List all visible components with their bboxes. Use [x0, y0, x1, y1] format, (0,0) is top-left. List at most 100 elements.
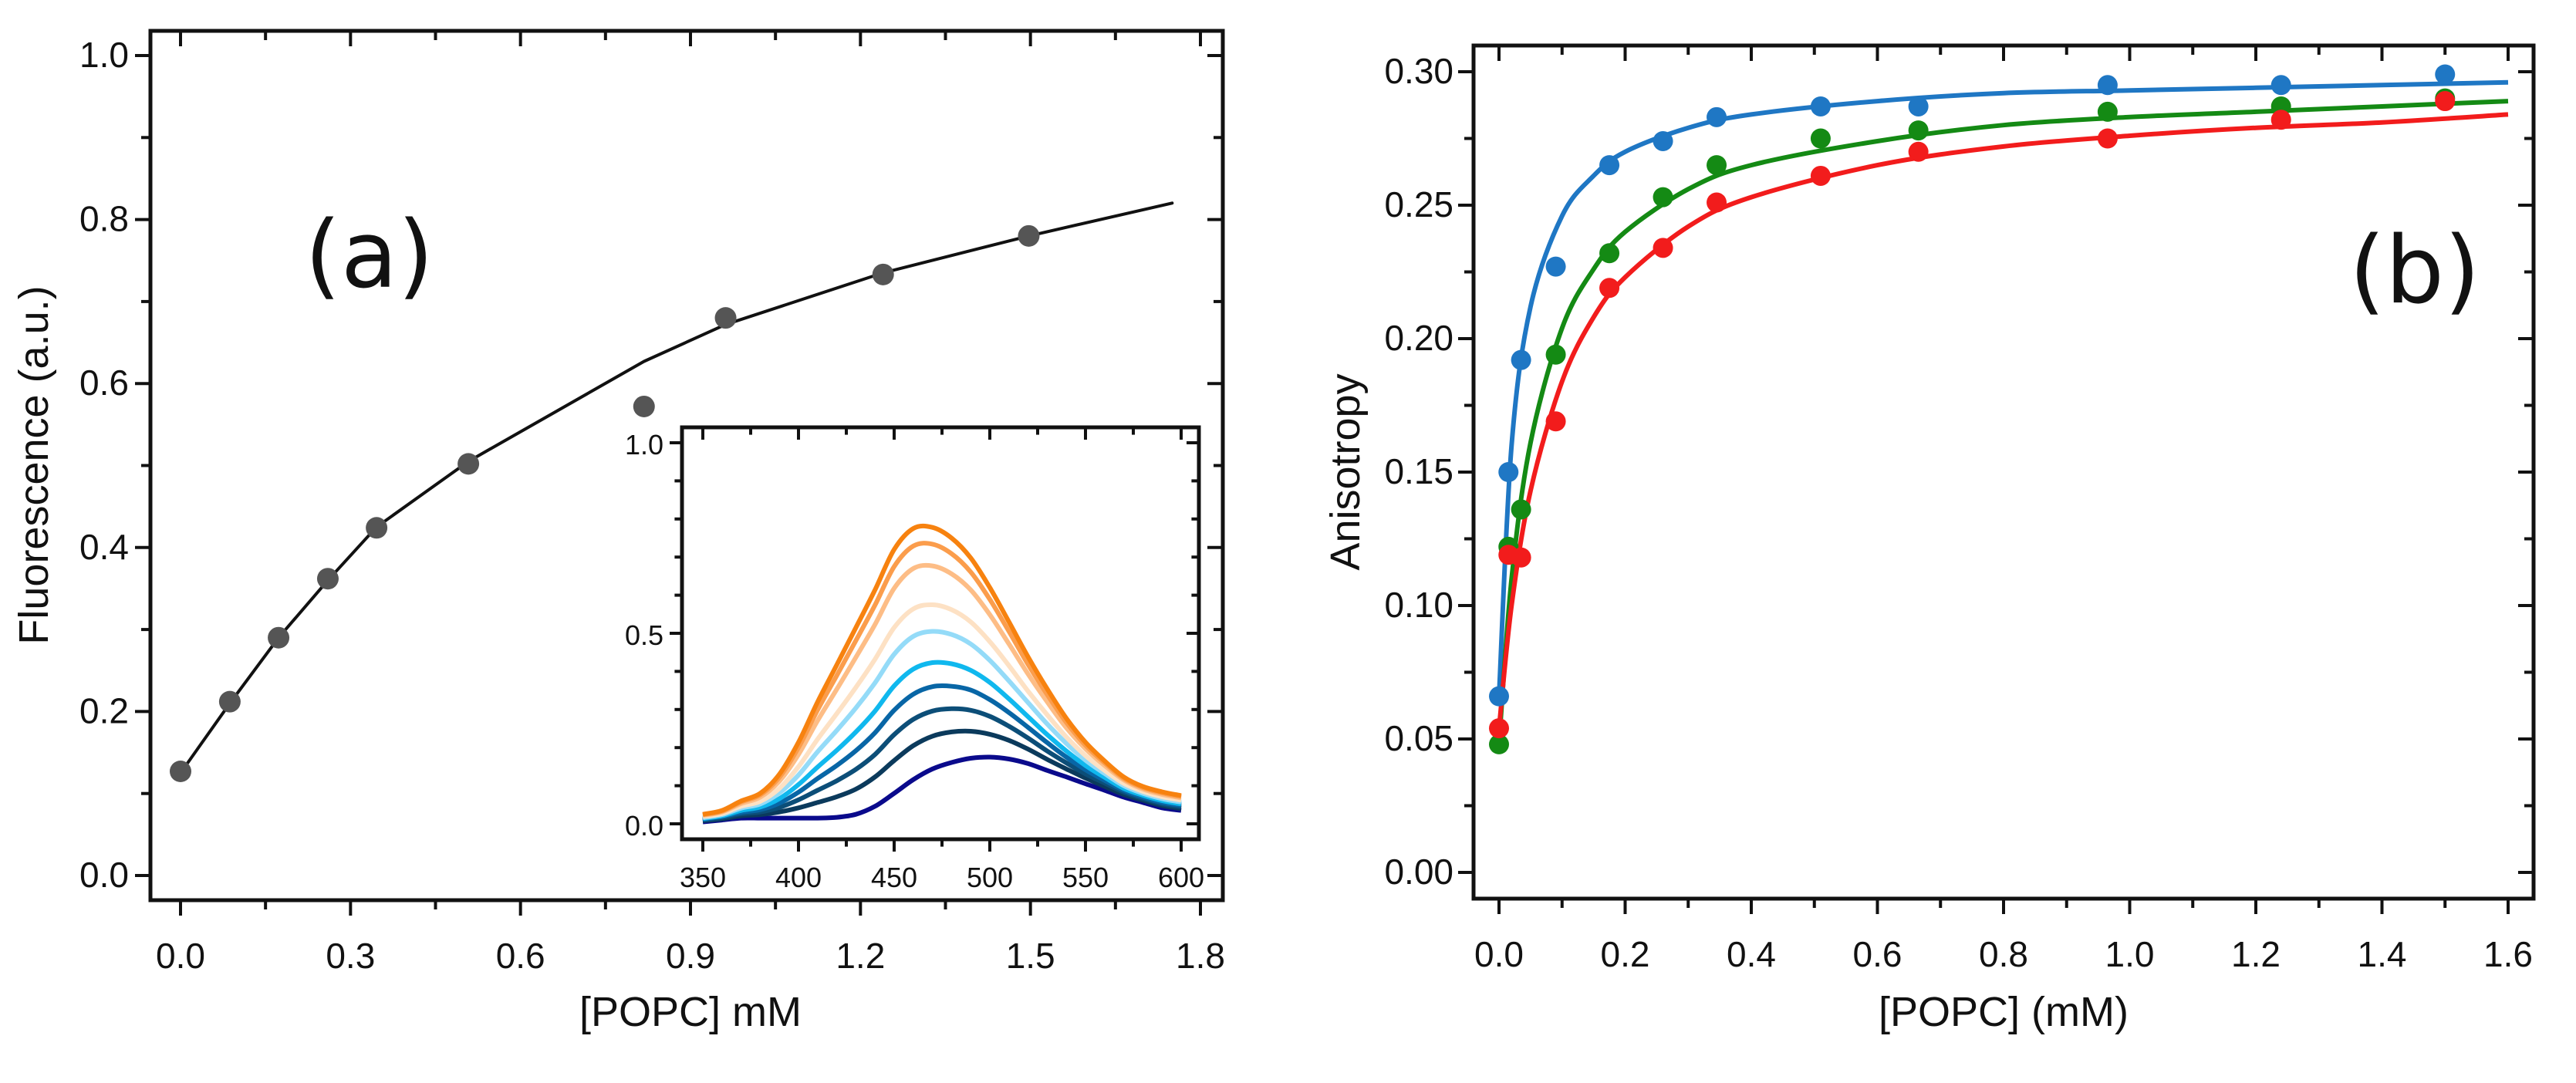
panel-a-axes: 0.0 0.3 0.6 0.9 1.2 1.5 1.80.00.20.40.60.81.03…	[79, 29, 1225, 976]
inset-spectrum-line	[702, 629, 1182, 821]
panel-b: 0.0 0.2 0.4 0.6 0.8 1.0 1.2 1.4 1.6 0.00 0.05 0.10 0…	[1322, 43, 2536, 1035]
panel-b-x-tick-label: 1.6	[2483, 934, 2533, 974]
panel-b-data-point	[2270, 75, 2291, 96]
panel-b-data-point	[1707, 155, 1727, 176]
panel-a-x-tick-label: 1.8	[1176, 936, 1225, 976]
panel-a-inset: 350 400 450 500 550 600 0.0 0.5 1.0	[625, 425, 1204, 893]
inset-spectrum-line	[702, 754, 1182, 825]
panel-b-frame	[1471, 43, 2536, 901]
inset-spectrum-line	[702, 660, 1182, 822]
panel-b-data-point	[1599, 278, 1620, 299]
panel-b-data-point	[1653, 130, 1673, 151]
panel-b-y-tick-label: 0.25	[1384, 184, 1453, 224]
panel-a-data-point	[872, 263, 894, 285]
panel-a-x-tick-label: 0.3	[326, 936, 375, 976]
inset-spectrum-line	[702, 706, 1182, 823]
panel-a-label: (a)	[305, 202, 434, 309]
panel-b-data-point	[1545, 344, 1566, 365]
panel-b-data-point	[1511, 547, 1531, 568]
panel-a-data-point	[316, 568, 339, 590]
panel-b-y-tick-label: 0.00	[1384, 852, 1453, 892]
inset-spectrum-line	[702, 728, 1182, 824]
panel-b-data-point	[1908, 141, 1929, 162]
panel-a: 0.0 0.3 0.6 0.9 1.2 1.5 1.80.00.20.40.60.81.03…	[11, 29, 1225, 1035]
inset-x-tick-label: 450	[871, 862, 917, 893]
panel-b-data-point	[2097, 101, 2118, 122]
panel-b-x-tick-label: 0.6	[1853, 934, 1902, 974]
panel-b-data-point	[1511, 499, 1531, 520]
panel-b-y-tick-label: 0.30	[1384, 51, 1453, 91]
panel-a-y-tick-label: 0.2	[79, 690, 129, 730]
inset-y-tick-label: 0.5	[625, 619, 663, 651]
inset-spectrum-line	[702, 523, 1182, 817]
panel-b-data-point	[1810, 96, 1831, 116]
panel-b-data-point	[1908, 120, 1929, 141]
panel-b-x-tick-label: 1.2	[2231, 934, 2281, 974]
panel-a-x-tick-label: 0.0	[156, 936, 205, 976]
panel-a-data-point	[218, 690, 241, 713]
panel-b-data-point	[1599, 155, 1620, 176]
inset-x-tick-label: 550	[1062, 862, 1109, 893]
panel-b-axes: 0.0 0.2 0.4 0.6 0.8 1.0 1.2 1.4 1.6 0.00 0.05 0.10 0…	[1384, 43, 2536, 974]
panel-b-data-point	[1511, 349, 1531, 370]
panel-b-x-axis-title: [POPC] (mM)	[1879, 989, 2129, 1035]
panel-b-x-tick-label: 1.0	[2105, 934, 2155, 974]
panel-b-x-tick-label: 0.4	[1727, 934, 1776, 974]
panel-b-fit-line	[1497, 112, 2509, 729]
panel-a-data-point	[170, 760, 191, 782]
panel-a-y-tick-label: 0.6	[79, 363, 129, 403]
panel-b-y-tick-label: 0.05	[1384, 718, 1453, 758]
panel-b-data-point	[1545, 411, 1566, 432]
panel-b-data-point	[2097, 128, 2118, 149]
panel-b-data-point	[1653, 187, 1673, 207]
panel-a-y-tick-label: 0.0	[79, 855, 129, 895]
panel-a-x-tick-label: 0.9	[666, 936, 715, 976]
panel-b-fit-line	[1497, 99, 2509, 745]
panel-a-data-point	[633, 395, 655, 417]
panel-b-data-point	[2097, 75, 2118, 96]
panel-b-data-point	[1810, 165, 1831, 186]
panel-b-x-tick-label: 0.8	[1979, 934, 2028, 974]
inset-spectrum-line	[702, 602, 1182, 819]
inset-y-tick-label: 0.0	[625, 810, 663, 842]
panel-a-x-tick-label: 1.5	[1006, 936, 1055, 976]
panel-b-data-point	[1707, 106, 1727, 127]
panel-b-fit-line	[1497, 79, 2509, 697]
inset-x-tick-label: 600	[1158, 862, 1204, 893]
panel-a-x-axis-title: [POPC] mM	[579, 989, 802, 1035]
panel-b-label: (b)	[2349, 218, 2480, 325]
panel-b-data-point	[1707, 192, 1727, 213]
panel-a-data-point	[366, 517, 388, 539]
panel-b-data-point	[1653, 238, 1673, 258]
panel-b-data-point	[2435, 64, 2456, 85]
panel-b-x-tick-label: 0.2	[1601, 934, 1650, 974]
panel-a-y-tick-label: 0.8	[79, 199, 129, 239]
panel-a-y-tick-label: 1.0	[79, 35, 129, 75]
panel-b-y-tick-label: 0.15	[1384, 451, 1453, 491]
inset-x-tick-label: 500	[967, 862, 1013, 893]
panel-b-data-point	[1489, 686, 1509, 707]
panel-a-data-point	[714, 307, 737, 329]
panel-b-x-tick-label: 1.4	[2358, 934, 2407, 974]
inset-y-tick-label: 1.0	[625, 429, 663, 461]
panel-b-data-point	[1498, 462, 1519, 482]
panel-b-data-point	[2270, 110, 2291, 130]
panel-b-x-tick-label: 0.0	[1474, 934, 1524, 974]
panel-a-x-tick-label: 1.2	[836, 936, 885, 976]
panel-a-data-point	[268, 626, 290, 649]
panel-b-data-point	[1489, 734, 1509, 754]
panel-a-y-tick-label: 0.4	[79, 527, 129, 567]
panel-b-data-point	[1599, 243, 1620, 264]
panel-b-data-point	[1489, 718, 1509, 739]
panel-b-data-point	[1908, 96, 1929, 116]
panel-b-data-point	[1810, 128, 1831, 149]
panel-a-data-point	[1018, 224, 1040, 247]
panel-b-y-axis-title: Anisotropy	[1322, 373, 1369, 570]
panel-a-x-tick-label: 0.6	[496, 936, 545, 976]
panel-b-y-tick-label: 0.20	[1384, 318, 1453, 358]
inset-spectrum-line	[702, 683, 1182, 822]
panel-b-y-tick-label: 0.10	[1384, 585, 1453, 625]
panel-a-y-axis-title: Fluorescence (a.u.)	[11, 285, 57, 644]
panel-a-data-point	[457, 453, 480, 475]
